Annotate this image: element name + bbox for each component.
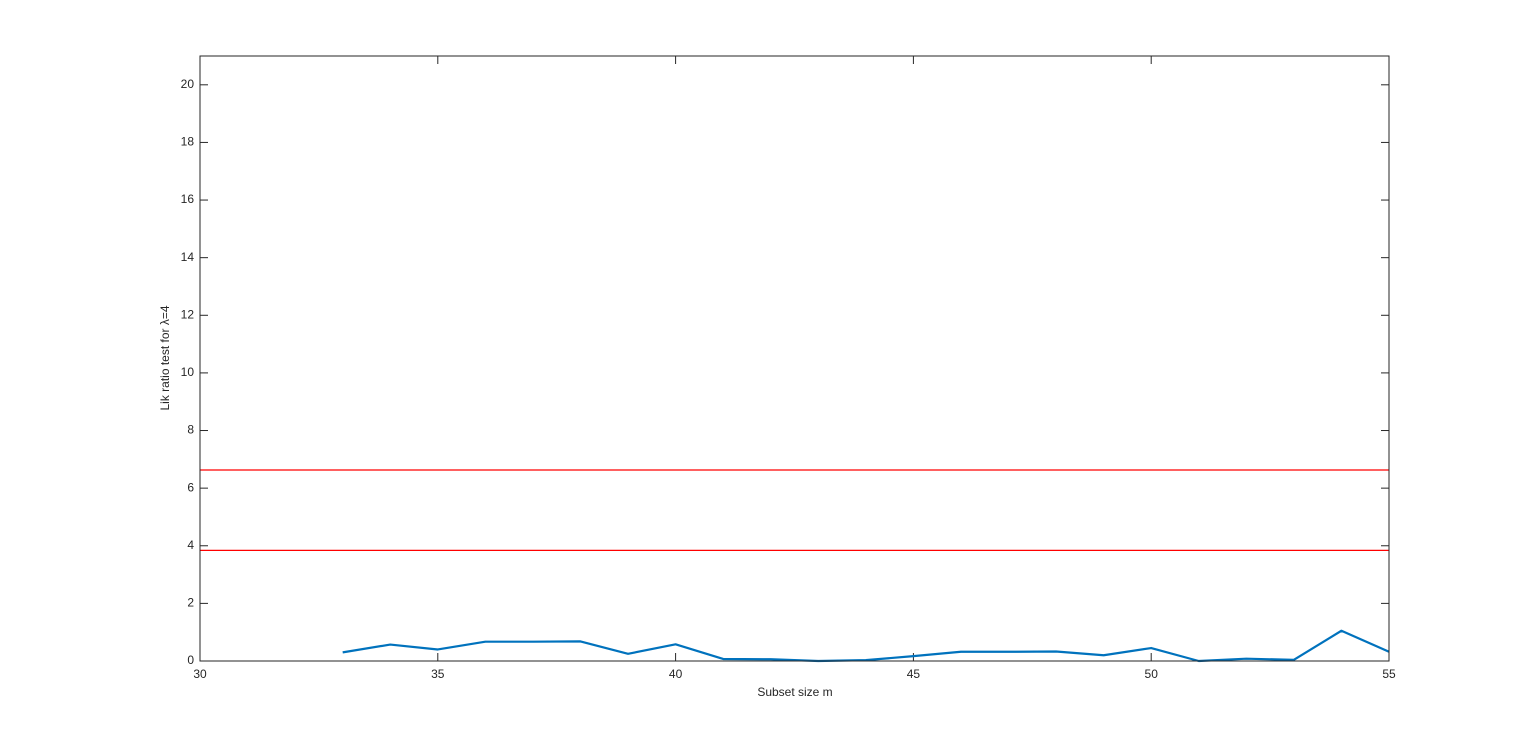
- x-tick-label: 55: [1382, 667, 1396, 681]
- y-tick-label: 4: [187, 538, 194, 552]
- x-tick-label: 45: [907, 667, 921, 681]
- x-tick-label: 40: [669, 667, 683, 681]
- y-tick-label: 16: [181, 192, 195, 206]
- y-axis-label: Lik ratio test for λ=4: [158, 305, 172, 410]
- y-tick-label: 8: [187, 423, 194, 437]
- y-tick-label: 12: [181, 307, 195, 321]
- x-tick-label: 30: [193, 667, 207, 681]
- y-tick-label: 6: [187, 480, 194, 494]
- y-tick-label: 14: [181, 250, 195, 264]
- x-axis-label: Subset size m: [757, 685, 832, 699]
- plot-frame: [199, 55, 1390, 662]
- y-tick-label: 18: [181, 135, 195, 149]
- x-tick-label: 50: [1145, 667, 1159, 681]
- y-tick-label: 2: [187, 596, 194, 610]
- y-tick-label: 10: [181, 365, 195, 379]
- data-line: [342, 629, 1390, 663]
- x-tick-label: 35: [431, 667, 445, 681]
- y-tick-label: 0: [187, 653, 194, 667]
- y-tick-label: 20: [181, 77, 195, 91]
